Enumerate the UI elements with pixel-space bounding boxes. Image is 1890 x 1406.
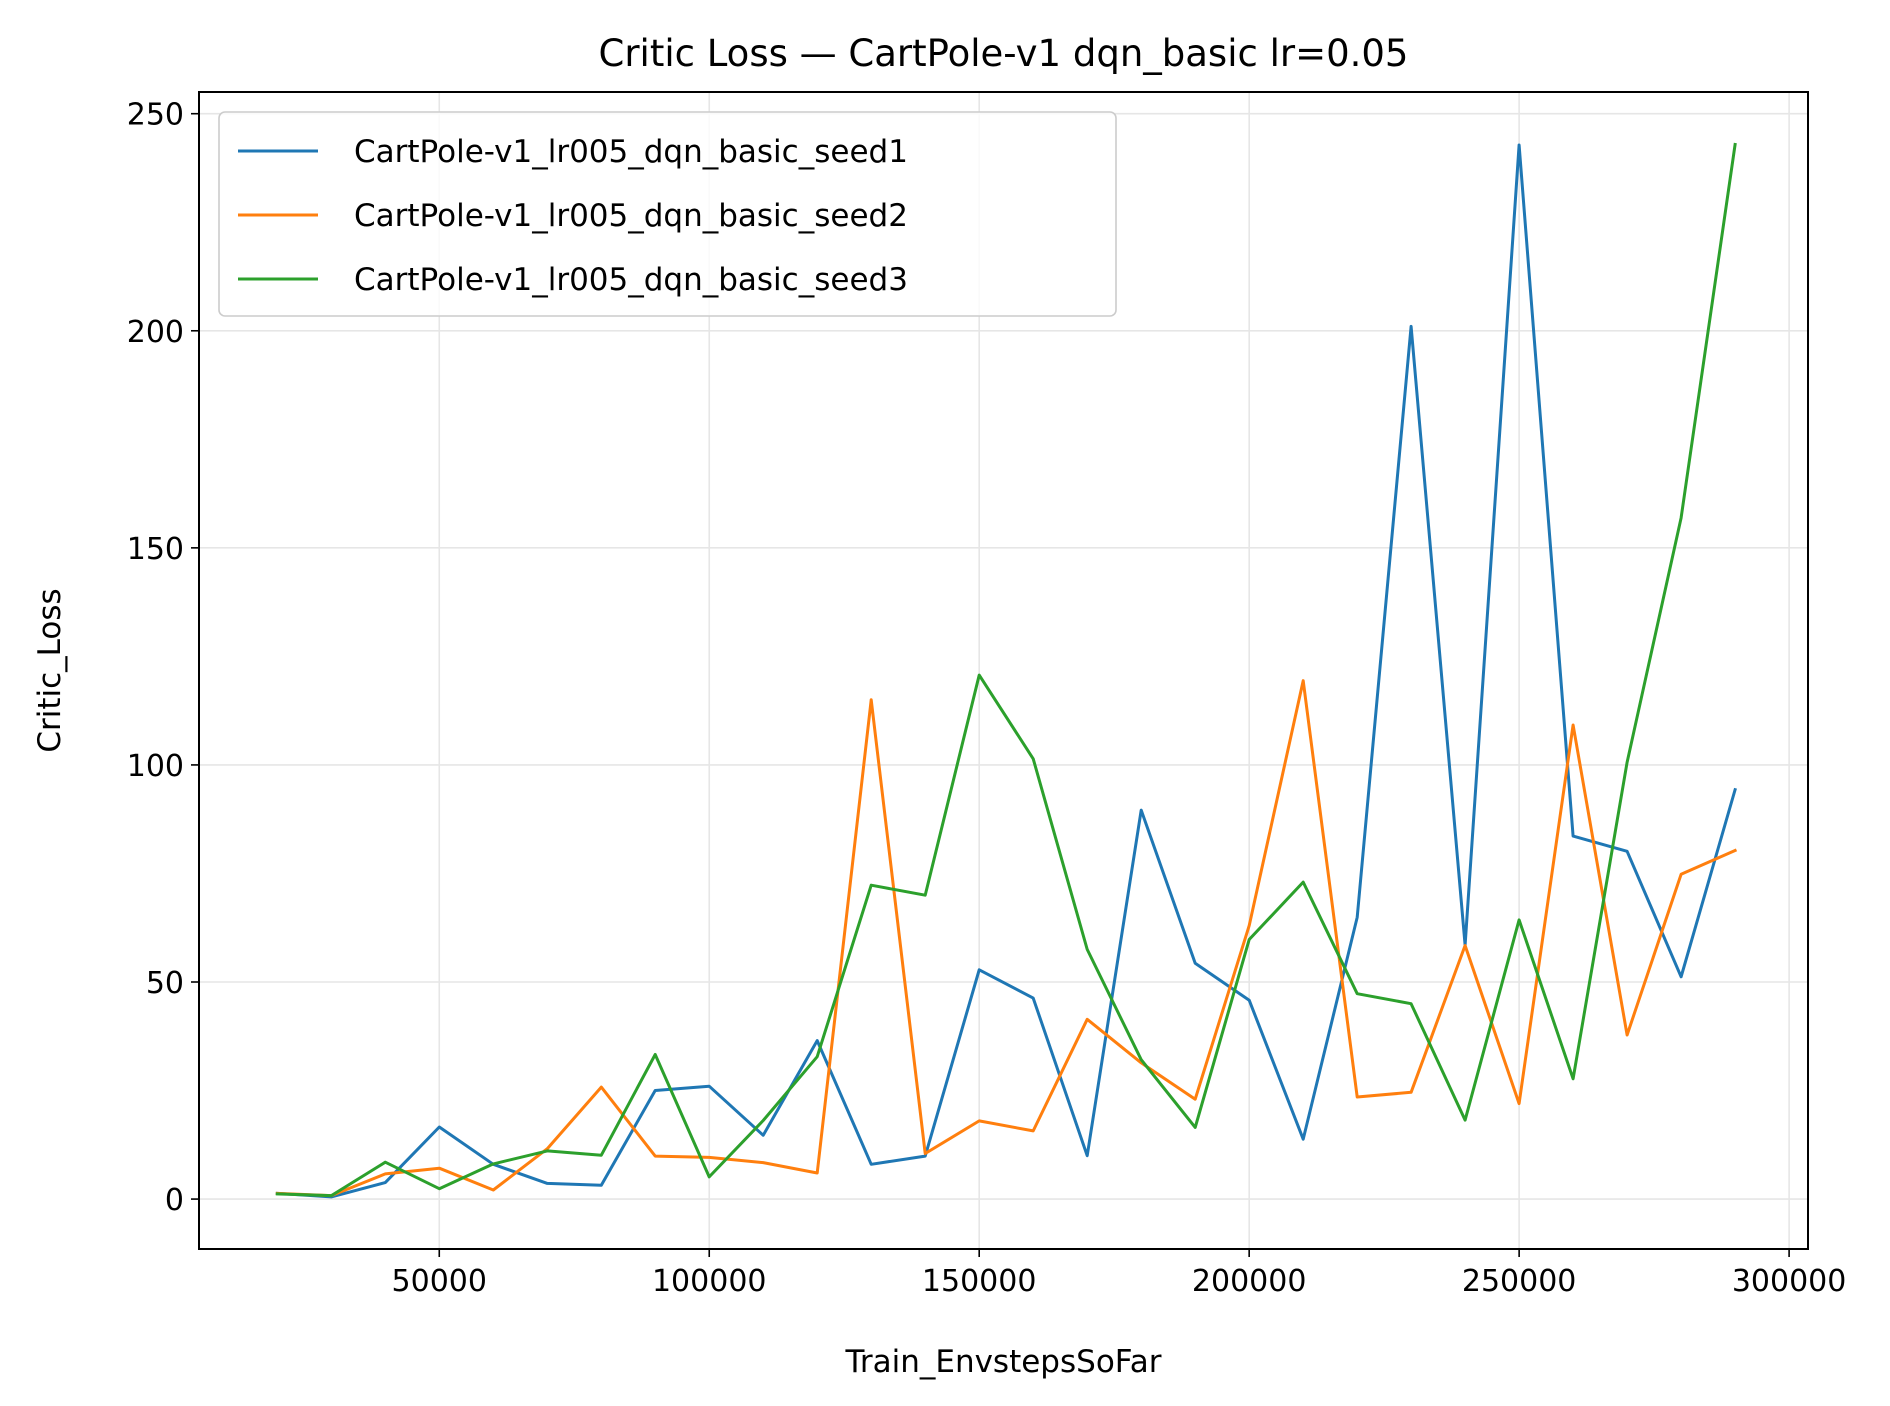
series-line-seed3 [275, 142, 1737, 1198]
legend-label-seed1: CartPole-v1_lr005_dqn_basic_seed1 [354, 134, 908, 170]
y-tick-label: 50 [146, 966, 184, 1001]
legend-label-seed2: CartPole-v1_lr005_dqn_basic_seed2 [354, 198, 908, 234]
x-tick-label: 50000 [392, 1264, 487, 1299]
y-tick-label: 0 [165, 1183, 184, 1218]
y-tick-label: 250 [127, 98, 184, 133]
y-tick-label: 150 [127, 532, 184, 567]
chart-title: Critic Loss — CartPole-v1 dqn_basic lr=0… [599, 32, 1409, 75]
tick-layer: 50000 100000 150000 200000 250000 300000 0 50 10… [127, 98, 1847, 1299]
x-axis-title: Train_EnvstepsSoFar [844, 1344, 1161, 1380]
legend-label-seed3: CartPole-v1_lr005_dqn_basic_seed3 [354, 262, 908, 298]
y-tick-label: 200 [127, 315, 184, 350]
y-tick-label: 100 [127, 749, 184, 784]
y-axis-title: Critic_Loss [32, 588, 68, 752]
series-layer [275, 142, 1738, 1199]
plot-frame [198, 91, 1809, 1250]
x-tick-label: 250000 [1462, 1264, 1577, 1299]
x-tick-label: 200000 [1192, 1264, 1307, 1299]
legend-box [218, 111, 1117, 317]
series-line-seed1 [275, 143, 1737, 1199]
x-tick-label: 150000 [922, 1264, 1037, 1299]
legend: CartPole-v1_lr005_dqn_basic_seed1 CartPol… [218, 111, 1117, 317]
x-tick-label: 300000 [1732, 1264, 1847, 1299]
x-tick-label: 100000 [652, 1264, 767, 1299]
